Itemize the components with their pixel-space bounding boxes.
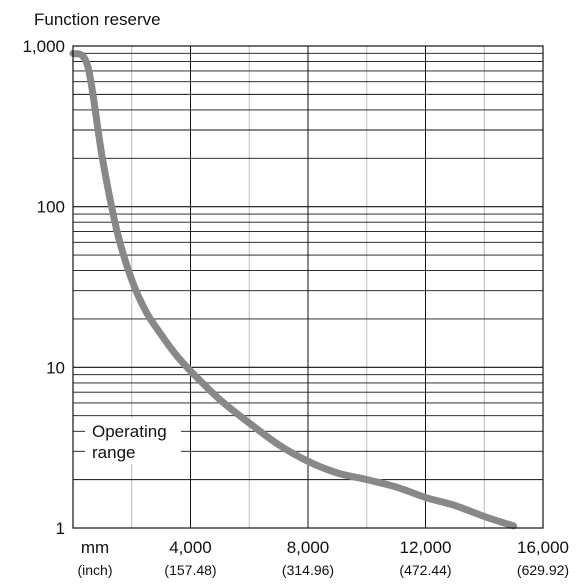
y-tick-label: 1,000	[22, 37, 65, 56]
grid-major	[73, 46, 543, 528]
x-tick-label: 8,000	[287, 538, 330, 557]
y-tick-label: 100	[37, 198, 65, 217]
y-tick-label: 10	[46, 358, 65, 377]
x-tick-labels: 4,000 (157.48) 8,000 (314.96) 12,000 (472.44)…	[164, 538, 569, 578]
x-unit-label: mm	[81, 538, 109, 557]
annotation-line-2: range	[92, 443, 135, 462]
x-tick-label: 4,000	[169, 538, 212, 557]
x-tick-sublabel: (472.44)	[399, 562, 451, 578]
series-line	[69, 49, 518, 530]
x-tick-sublabel: (629.92)	[517, 562, 569, 578]
x-tick-sublabel: (314.96)	[282, 562, 334, 578]
x-tick-label: 12,000	[400, 538, 452, 557]
y-axis-label: Function reserve	[34, 10, 161, 29]
series-layer	[69, 49, 518, 530]
plot-frame	[72, 45, 544, 529]
y-tick-labels: 1 10 100 1,000	[22, 37, 65, 538]
x-sub-unit-label: (inch)	[77, 562, 112, 578]
x-tick-label: 16,000	[517, 538, 569, 557]
x-tick-sublabel: (157.48)	[164, 562, 216, 578]
operating-range-annotation: Operating range	[85, 418, 181, 464]
annotation-background	[85, 418, 181, 464]
annotation-line-1: Operating	[92, 422, 167, 441]
y-tick-label: 1	[56, 519, 65, 538]
